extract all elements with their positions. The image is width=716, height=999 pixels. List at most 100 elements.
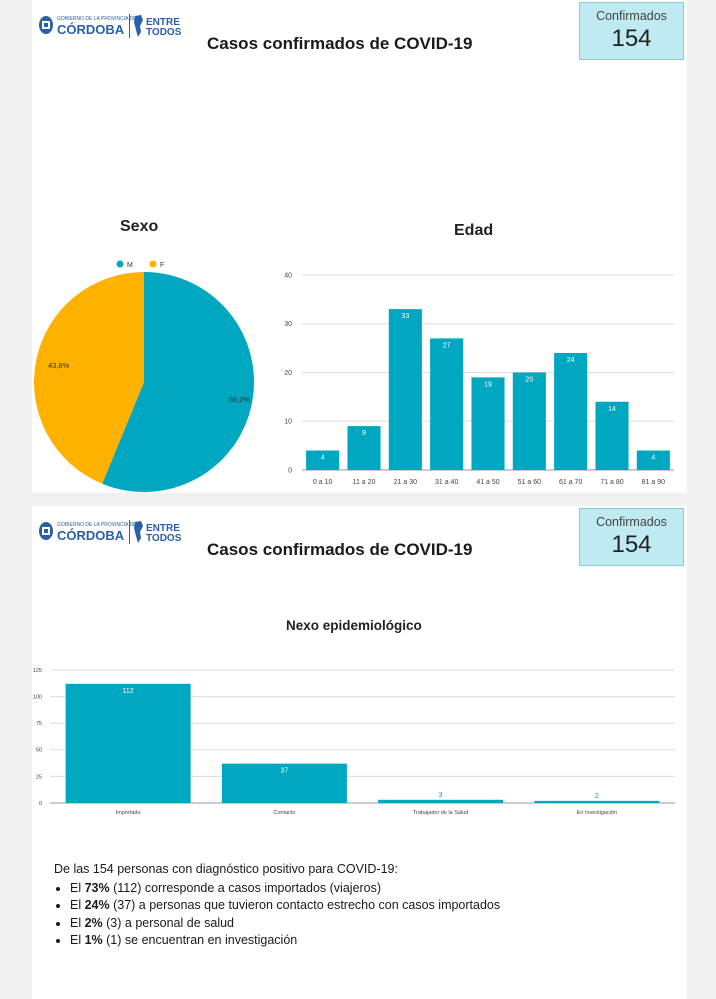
y-tick-label: 25 xyxy=(36,774,42,780)
x-category-label: Trabajador de la Salud xyxy=(413,810,468,816)
brand-line2: TODOS xyxy=(146,27,182,38)
bar-data-label: 4 xyxy=(321,455,325,462)
summary-item: El 73% (112) corresponde a casos importa… xyxy=(70,880,674,898)
x-category-label: 31 a 40 xyxy=(435,479,458,486)
bar xyxy=(554,353,588,470)
summary-intro: De las 154 personas con diagnóstico posi… xyxy=(54,862,398,876)
x-category-label: 51 a 60 xyxy=(518,479,541,486)
summary-item: El 2% (3) a personal de salud xyxy=(70,915,674,933)
bar xyxy=(471,377,505,470)
bar-data-label: 112 xyxy=(123,688,134,695)
province-map-icon xyxy=(134,15,143,37)
x-category-label: 0 a 10 xyxy=(313,479,333,486)
summary-item: El 1% (1) se encuentran en investigación xyxy=(70,932,674,950)
bar xyxy=(512,372,546,470)
summary-item: El 24% (37) a personas que tuvieron cont… xyxy=(70,897,674,915)
x-category-label: 71 a 80 xyxy=(600,479,623,486)
summary-rest: (37) a personas que tuvieron contacto es… xyxy=(109,898,501,912)
gov-small-text: GOBIERNO DE LA PROVINCIA DE xyxy=(57,522,137,528)
pie-value-label: 43,8% xyxy=(48,361,70,370)
summary-percent: 2% xyxy=(84,915,103,930)
confirmed-box: Confirmados 154 xyxy=(579,2,684,60)
summary-prefix: El xyxy=(70,898,85,912)
x-category-label: En Investigación xyxy=(577,810,617,816)
bar-data-label: 4 xyxy=(651,455,655,462)
summary-percent: 73% xyxy=(84,880,110,895)
x-category-label: 11 a 20 xyxy=(353,479,376,486)
province-map-icon xyxy=(134,521,143,543)
pie-title: Sexo xyxy=(120,218,159,235)
y-tick-label: 0 xyxy=(39,801,42,807)
x-category-label: 21 a 30 xyxy=(394,479,417,486)
nexo-bar-chart: 0 25 50 75 100 125 112 Importado 37 Contacto 3 Trab… xyxy=(33,668,675,816)
summary-text: De las 154 personas con diagnóstico posi… xyxy=(54,861,674,950)
y-tick-label: 0 xyxy=(288,467,292,474)
bar-data-label: 9 xyxy=(362,430,366,437)
bar xyxy=(636,450,670,470)
nexo-chart-title: Nexo epidemiológico xyxy=(286,618,422,633)
bar-data-label: 2 xyxy=(595,793,599,800)
legend-marker xyxy=(116,260,124,268)
bar-data-label: 27 xyxy=(443,342,451,349)
x-category-label: 61 a 70 xyxy=(559,479,582,486)
bar-data-label: 33 xyxy=(401,313,409,320)
confirmed-label: Confirmados xyxy=(596,515,667,529)
summary-percent: 24% xyxy=(84,898,110,912)
confirmed-box: Confirmados 154 xyxy=(579,508,684,566)
summary-rest: (112) corresponde a casos importados (vi… xyxy=(109,880,382,895)
bar-data-label: 3 xyxy=(439,792,443,799)
y-tick-label: 50 xyxy=(36,748,42,754)
bar xyxy=(306,450,340,470)
x-category-label: 41 a 50 xyxy=(476,479,499,486)
brand-line1: ENTRE xyxy=(146,17,180,28)
y-tick-label: 75 xyxy=(36,721,42,727)
slide-sexo-edad: GOBIERNO DE LA PROVINCIA DE CÓRDOBA ENTR… xyxy=(32,0,687,493)
brand-line2: TODOS xyxy=(146,533,182,544)
summary-prefix: El xyxy=(70,915,85,930)
summary-prefix: El xyxy=(70,933,85,947)
bar-data-label: 14 xyxy=(608,406,616,413)
bar xyxy=(65,683,191,803)
page-title: Casos confirmados de COVID-19 xyxy=(207,540,473,559)
y-tick-label: 10 xyxy=(284,419,292,426)
bar xyxy=(430,338,464,470)
gov-name-text: CÓRDOBA xyxy=(57,528,125,543)
cordoba-logo: GOBIERNO DE LA PROVINCIA DE CÓRDOBA ENTR… xyxy=(37,12,189,40)
x-category-label: 81 a 90 xyxy=(642,479,665,486)
bar xyxy=(388,309,422,470)
summary-percent: 1% xyxy=(84,933,103,947)
coat-of-arms-icon xyxy=(39,522,53,540)
pie-slice-f xyxy=(34,272,144,484)
y-tick-label: 40 xyxy=(284,272,292,279)
bar-data-label: 19 xyxy=(484,381,492,388)
coat-of-arms-icon xyxy=(39,16,53,34)
confirmed-label: Confirmados xyxy=(596,9,667,23)
summary-list: El 73% (112) corresponde a casos importa… xyxy=(54,880,674,950)
bar xyxy=(347,426,381,470)
pie-slice-m xyxy=(102,272,255,492)
bar-data-label: 37 xyxy=(280,768,288,775)
x-category-label: Importado xyxy=(116,810,141,816)
brand-line1: ENTRE xyxy=(146,523,180,534)
y-tick-label: 100 xyxy=(33,695,42,701)
confirmed-value: 154 xyxy=(611,531,652,558)
bar-data-label: 24 xyxy=(567,357,575,364)
legend-marker xyxy=(149,260,157,268)
sex-pie-chart: 56,2% 43,8% M F xyxy=(34,260,255,492)
age-bar-chart: 0 10 20 30 40 4 0 a 10 9 11 a 20 33 21 a 30 27 31 a … xyxy=(284,272,674,486)
slide-nexo: GOBIERNO DE LA PROVINCIA DE CÓRDOBA ENTR… xyxy=(32,506,687,999)
summary-rest: (1) se encuentran en investigación xyxy=(102,933,298,947)
bar xyxy=(221,763,347,803)
bar-data-label: 20 xyxy=(525,377,533,384)
y-tick-label: 20 xyxy=(284,370,292,377)
y-tick-label: 125 xyxy=(33,668,42,674)
age-chart-title: Edad xyxy=(454,222,494,239)
pie-value-label: 56,2% xyxy=(229,395,251,404)
bar xyxy=(534,800,660,803)
bar xyxy=(595,401,629,470)
x-category-label: Contacto xyxy=(273,810,295,816)
confirmed-value: 154 xyxy=(611,25,652,52)
legend-label: M xyxy=(127,262,133,269)
gov-small-text: GOBIERNO DE LA PROVINCIA DE xyxy=(57,16,137,22)
cordoba-logo: GOBIERNO DE LA PROVINCIA DE CÓRDOBA ENTR… xyxy=(37,518,189,546)
